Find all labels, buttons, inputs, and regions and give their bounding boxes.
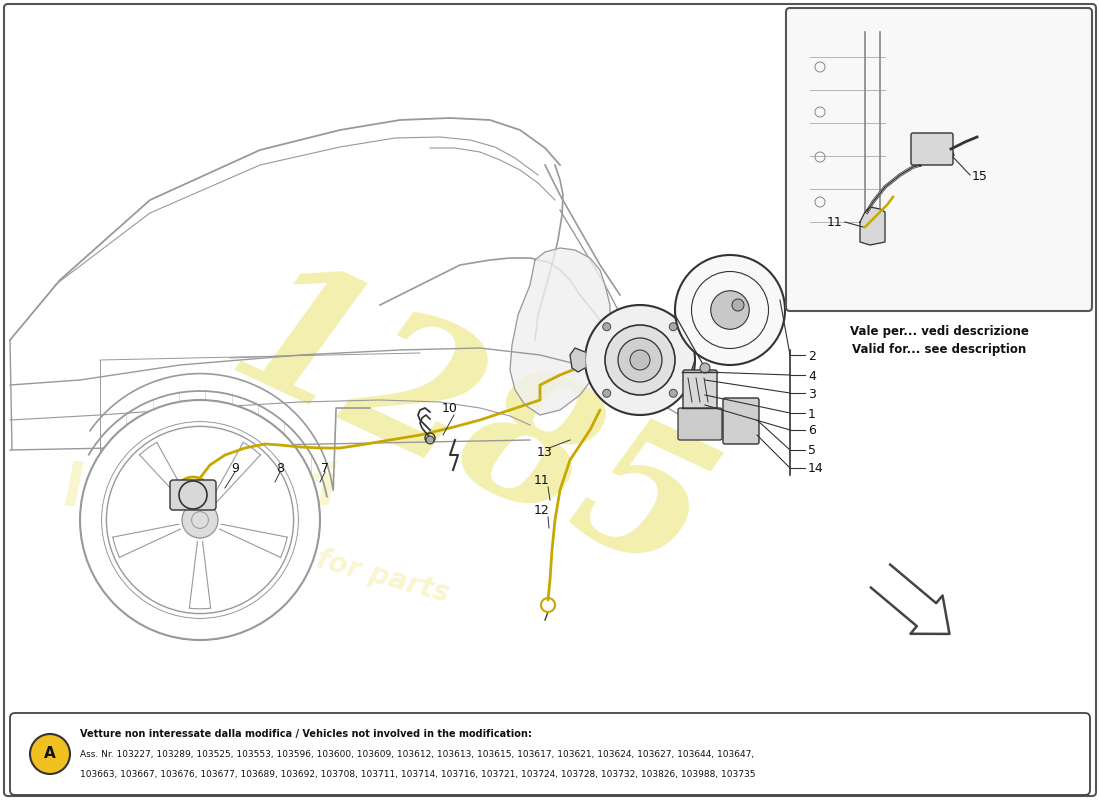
Text: Vetture non interessate dalla modifica / Vehicles not involved in the modificati: Vetture non interessate dalla modifica /… <box>80 729 532 739</box>
Text: 14: 14 <box>808 462 824 475</box>
FancyBboxPatch shape <box>170 480 216 510</box>
Text: 6: 6 <box>808 425 816 438</box>
Circle shape <box>605 325 675 395</box>
Text: 13: 13 <box>537 446 553 459</box>
Circle shape <box>80 400 320 640</box>
Circle shape <box>669 390 678 398</box>
Circle shape <box>711 290 749 330</box>
Circle shape <box>669 322 678 330</box>
Text: 12: 12 <box>535 503 550 517</box>
Circle shape <box>603 322 611 330</box>
FancyBboxPatch shape <box>683 370 717 410</box>
FancyBboxPatch shape <box>723 398 759 444</box>
Polygon shape <box>871 565 949 634</box>
FancyBboxPatch shape <box>4 4 1096 796</box>
Text: Ass. Nr. 103227, 103289, 103525, 103553, 103596, 103600, 103609, 103612, 103613,: Ass. Nr. 103227, 103289, 103525, 103553,… <box>80 750 755 758</box>
Text: 10: 10 <box>442 402 458 414</box>
Text: 8: 8 <box>276 462 284 474</box>
Circle shape <box>630 350 650 370</box>
Text: A: A <box>44 746 56 762</box>
Text: 1285: 1285 <box>205 244 735 616</box>
FancyBboxPatch shape <box>678 408 722 440</box>
FancyBboxPatch shape <box>786 8 1092 311</box>
Circle shape <box>585 305 695 415</box>
Polygon shape <box>860 207 886 245</box>
Text: 4: 4 <box>808 370 816 382</box>
Polygon shape <box>570 348 585 372</box>
Circle shape <box>700 363 710 373</box>
Circle shape <box>618 338 662 382</box>
Text: 1: 1 <box>808 407 816 421</box>
Circle shape <box>603 390 611 398</box>
Text: lungheri: lungheri <box>63 462 338 518</box>
Text: 5: 5 <box>808 445 816 458</box>
Text: 11: 11 <box>535 474 550 486</box>
Circle shape <box>675 255 785 365</box>
Circle shape <box>426 436 434 444</box>
Text: 11: 11 <box>827 215 843 229</box>
Text: 9: 9 <box>231 462 239 474</box>
Text: Vale per... vedi descrizione: Vale per... vedi descrizione <box>849 325 1028 338</box>
Text: 7: 7 <box>321 462 329 474</box>
Text: Valid for... see description: Valid for... see description <box>851 343 1026 356</box>
Circle shape <box>732 299 744 311</box>
Polygon shape <box>510 248 610 415</box>
Circle shape <box>30 734 70 774</box>
FancyBboxPatch shape <box>10 713 1090 795</box>
FancyBboxPatch shape <box>911 133 953 165</box>
Text: 15: 15 <box>972 170 988 183</box>
Text: 103663, 103667, 103676, 103677, 103689, 103692, 103708, 103711, 103714, 103716, : 103663, 103667, 103676, 103677, 103689, … <box>80 770 756 778</box>
Text: passion for parts: passion for parts <box>188 512 452 608</box>
Text: 2: 2 <box>808 350 816 362</box>
Circle shape <box>182 502 218 538</box>
Text: 3: 3 <box>808 387 816 401</box>
